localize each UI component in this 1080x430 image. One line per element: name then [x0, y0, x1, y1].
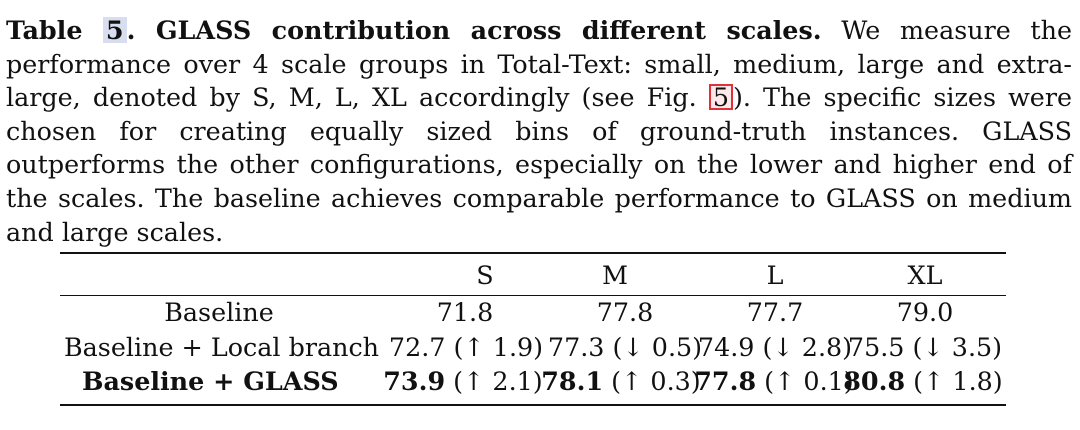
cell-baseline-l: 77.7 [746, 297, 804, 327]
column-header-xl: XL [907, 260, 943, 290]
column-header-m: M [602, 260, 628, 290]
cell-glass-l: 77.8 (↑ 0.1) [694, 366, 854, 396]
cell-local-m: 77.3 (↓ 0.5) [547, 332, 703, 362]
table-top-rule [60, 252, 1006, 254]
row-label-glass: Baseline + GLASS [82, 366, 339, 396]
table-caption: Table 5. GLASS contribution across diffe… [6, 14, 1072, 249]
table-header-rule [60, 295, 1006, 296]
cell-local-l: 74.9 (↓ 2.8) [697, 332, 853, 362]
cell-glass-xl: 80.8 (↑ 1.8) [843, 366, 1003, 396]
cell-glass-m: 78.1 (↑ 0.3) [541, 366, 701, 396]
caption-text-part-2: ). The specific sizes were chosen for cr… [6, 82, 1072, 247]
caption-label: Table 5. GLASS contribution across diffe… [6, 15, 822, 45]
cell-glass-s: 73.9 (↑ 2.1) [383, 366, 543, 396]
cell-local-s: 72.7 (↑ 1.9) [388, 332, 544, 362]
cell-baseline-xl: 79.0 [896, 297, 954, 327]
caption-text-part-1: We measure the performance over 4 scale … [6, 15, 1073, 113]
cell-baseline-s: 71.8 [436, 297, 494, 327]
cell-baseline-m: 77.8 [596, 297, 654, 327]
cell-local-xl: 75.5 (↓ 3.5) [847, 332, 1003, 362]
row-label-local-branch: Baseline + Local branch [64, 332, 380, 362]
column-header-l: L [766, 260, 784, 290]
table-number-link[interactable]: 5 [102, 17, 127, 43]
row-label-baseline: Baseline [164, 297, 274, 327]
figure-reference-link[interactable]: 5 [708, 84, 733, 111]
column-header-s: S [476, 260, 494, 290]
table-bottom-rule [60, 404, 1006, 406]
caption-label-title: . GLASS contribution across different sc… [126, 15, 822, 45]
caption-label-prefix: Table [6, 15, 83, 45]
